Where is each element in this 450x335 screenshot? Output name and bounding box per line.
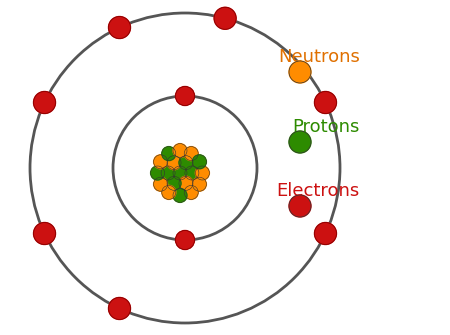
Circle shape	[193, 177, 207, 191]
Text: Electrons: Electrons	[277, 182, 360, 200]
Text: Protons: Protons	[292, 118, 360, 136]
Circle shape	[289, 195, 311, 217]
Circle shape	[167, 176, 181, 190]
Circle shape	[315, 222, 337, 245]
Circle shape	[108, 16, 130, 39]
Circle shape	[179, 176, 193, 190]
Circle shape	[289, 61, 311, 83]
Circle shape	[193, 155, 207, 169]
Circle shape	[167, 156, 181, 170]
Circle shape	[153, 177, 167, 191]
Circle shape	[315, 91, 337, 114]
Circle shape	[289, 131, 311, 153]
Circle shape	[173, 188, 187, 202]
Circle shape	[108, 297, 130, 320]
Circle shape	[33, 222, 55, 245]
Text: Neutrons: Neutrons	[278, 48, 360, 66]
Circle shape	[184, 147, 198, 160]
Circle shape	[162, 147, 176, 160]
Circle shape	[173, 166, 187, 180]
Circle shape	[151, 166, 165, 180]
Circle shape	[185, 166, 199, 180]
Circle shape	[161, 166, 175, 180]
Circle shape	[176, 86, 194, 106]
Circle shape	[195, 166, 209, 180]
Circle shape	[162, 185, 176, 199]
Circle shape	[184, 185, 198, 199]
Circle shape	[153, 155, 167, 169]
Circle shape	[173, 144, 187, 157]
Circle shape	[214, 7, 236, 29]
Circle shape	[176, 230, 194, 250]
Circle shape	[33, 91, 55, 114]
Circle shape	[179, 156, 193, 170]
